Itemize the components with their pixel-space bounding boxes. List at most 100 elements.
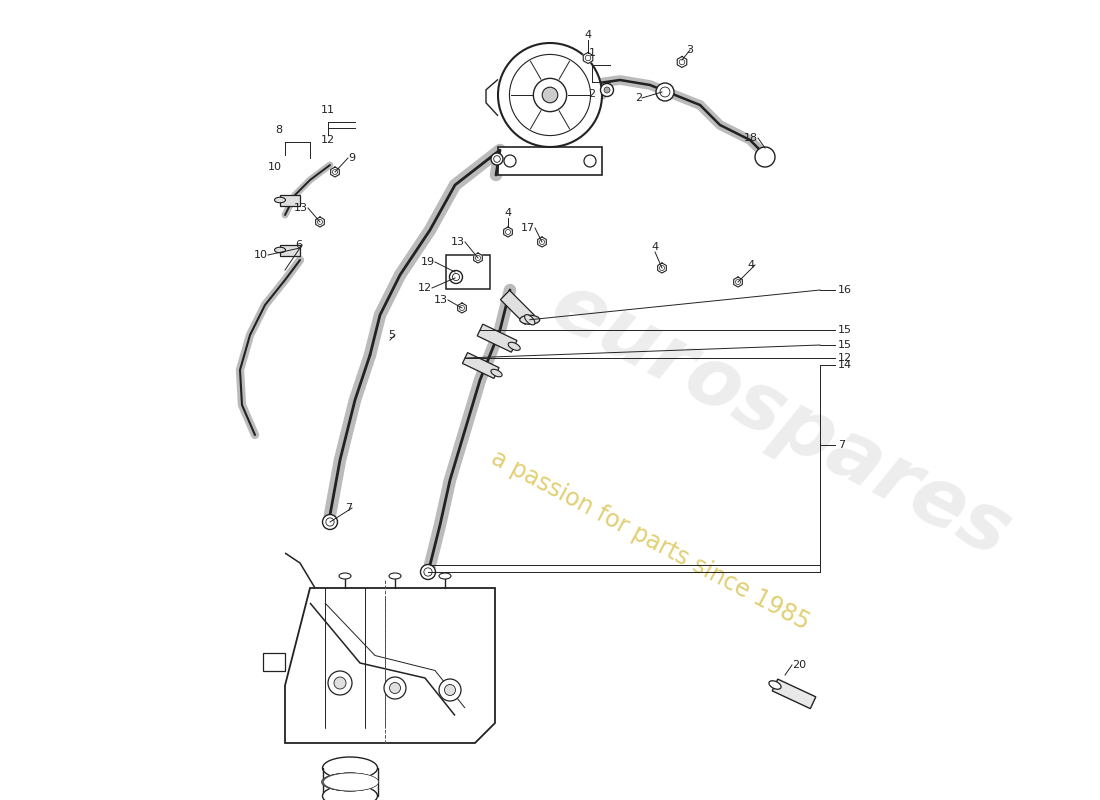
Circle shape bbox=[328, 671, 352, 695]
Text: 13: 13 bbox=[434, 295, 448, 305]
Text: 2: 2 bbox=[588, 89, 595, 99]
Circle shape bbox=[494, 156, 501, 162]
Text: 4: 4 bbox=[505, 208, 512, 218]
Circle shape bbox=[444, 685, 455, 695]
Ellipse shape bbox=[323, 773, 378, 791]
Polygon shape bbox=[458, 303, 466, 313]
Text: 7: 7 bbox=[838, 440, 845, 450]
Text: 11: 11 bbox=[321, 105, 336, 115]
Text: 4: 4 bbox=[651, 242, 659, 252]
Circle shape bbox=[322, 514, 338, 530]
Text: 12: 12 bbox=[838, 353, 853, 363]
Circle shape bbox=[736, 279, 740, 285]
Polygon shape bbox=[280, 245, 300, 255]
Text: 3: 3 bbox=[686, 45, 693, 55]
Text: 10: 10 bbox=[268, 162, 282, 172]
Text: 13: 13 bbox=[451, 237, 465, 247]
Polygon shape bbox=[538, 237, 547, 247]
Ellipse shape bbox=[769, 681, 781, 690]
Text: a passion for parts since 1985: a passion for parts since 1985 bbox=[486, 446, 813, 634]
Ellipse shape bbox=[275, 198, 286, 202]
Polygon shape bbox=[285, 588, 495, 743]
Ellipse shape bbox=[491, 370, 502, 377]
Circle shape bbox=[326, 518, 334, 526]
Circle shape bbox=[450, 270, 462, 283]
Text: 18: 18 bbox=[744, 133, 758, 143]
Ellipse shape bbox=[321, 773, 376, 791]
Ellipse shape bbox=[275, 247, 286, 253]
Bar bbox=[446, 255, 490, 289]
Polygon shape bbox=[504, 227, 513, 237]
Ellipse shape bbox=[322, 757, 377, 779]
Circle shape bbox=[424, 568, 432, 576]
Circle shape bbox=[539, 239, 544, 245]
Ellipse shape bbox=[525, 314, 535, 325]
Text: 20: 20 bbox=[792, 660, 806, 670]
Circle shape bbox=[755, 147, 775, 167]
Polygon shape bbox=[477, 324, 517, 352]
Text: 8: 8 bbox=[275, 125, 282, 135]
Circle shape bbox=[680, 59, 684, 65]
Circle shape bbox=[334, 677, 346, 689]
Polygon shape bbox=[474, 253, 482, 263]
Circle shape bbox=[656, 83, 674, 101]
Ellipse shape bbox=[322, 785, 377, 800]
Text: 2: 2 bbox=[635, 93, 642, 103]
Circle shape bbox=[660, 87, 670, 97]
Circle shape bbox=[332, 170, 338, 174]
Text: 14: 14 bbox=[838, 360, 853, 370]
Text: 15: 15 bbox=[838, 340, 853, 350]
Circle shape bbox=[506, 230, 510, 234]
Text: 12: 12 bbox=[321, 135, 336, 145]
Polygon shape bbox=[583, 53, 593, 63]
Polygon shape bbox=[734, 277, 742, 287]
Polygon shape bbox=[331, 167, 339, 177]
Polygon shape bbox=[486, 79, 498, 116]
Text: 4: 4 bbox=[584, 30, 592, 40]
Circle shape bbox=[504, 155, 516, 167]
Text: 4: 4 bbox=[748, 260, 755, 270]
Circle shape bbox=[509, 54, 591, 135]
Text: eurospares: eurospares bbox=[537, 266, 1023, 574]
Circle shape bbox=[601, 83, 614, 97]
Circle shape bbox=[498, 43, 602, 147]
Text: 10: 10 bbox=[254, 250, 268, 260]
Polygon shape bbox=[280, 194, 300, 206]
Ellipse shape bbox=[323, 773, 378, 791]
Circle shape bbox=[542, 87, 558, 102]
Polygon shape bbox=[316, 217, 324, 227]
Circle shape bbox=[491, 153, 503, 165]
Circle shape bbox=[604, 87, 611, 93]
Polygon shape bbox=[500, 290, 535, 324]
Text: 7: 7 bbox=[345, 503, 352, 513]
Circle shape bbox=[534, 78, 566, 112]
Circle shape bbox=[585, 55, 591, 61]
Circle shape bbox=[318, 219, 322, 225]
Text: 9: 9 bbox=[348, 153, 355, 163]
Ellipse shape bbox=[508, 342, 520, 350]
Ellipse shape bbox=[322, 773, 377, 791]
Polygon shape bbox=[462, 353, 499, 378]
Text: 13: 13 bbox=[294, 203, 308, 213]
Polygon shape bbox=[678, 57, 686, 67]
Polygon shape bbox=[772, 679, 816, 709]
Polygon shape bbox=[658, 263, 667, 273]
Circle shape bbox=[475, 255, 481, 261]
Circle shape bbox=[420, 565, 436, 579]
Ellipse shape bbox=[389, 573, 402, 579]
Ellipse shape bbox=[439, 573, 451, 579]
Text: 6: 6 bbox=[295, 240, 302, 250]
Ellipse shape bbox=[519, 315, 540, 324]
Text: 16: 16 bbox=[838, 285, 853, 295]
Circle shape bbox=[584, 155, 596, 167]
Circle shape bbox=[389, 682, 400, 694]
Bar bbox=[498, 147, 602, 175]
Text: 15: 15 bbox=[838, 325, 853, 335]
Text: 19: 19 bbox=[421, 257, 434, 267]
Circle shape bbox=[384, 677, 406, 699]
Text: 12: 12 bbox=[418, 283, 432, 293]
Text: 5: 5 bbox=[388, 330, 395, 340]
Circle shape bbox=[460, 306, 464, 310]
Bar bbox=[263, 653, 285, 670]
Ellipse shape bbox=[339, 573, 351, 579]
